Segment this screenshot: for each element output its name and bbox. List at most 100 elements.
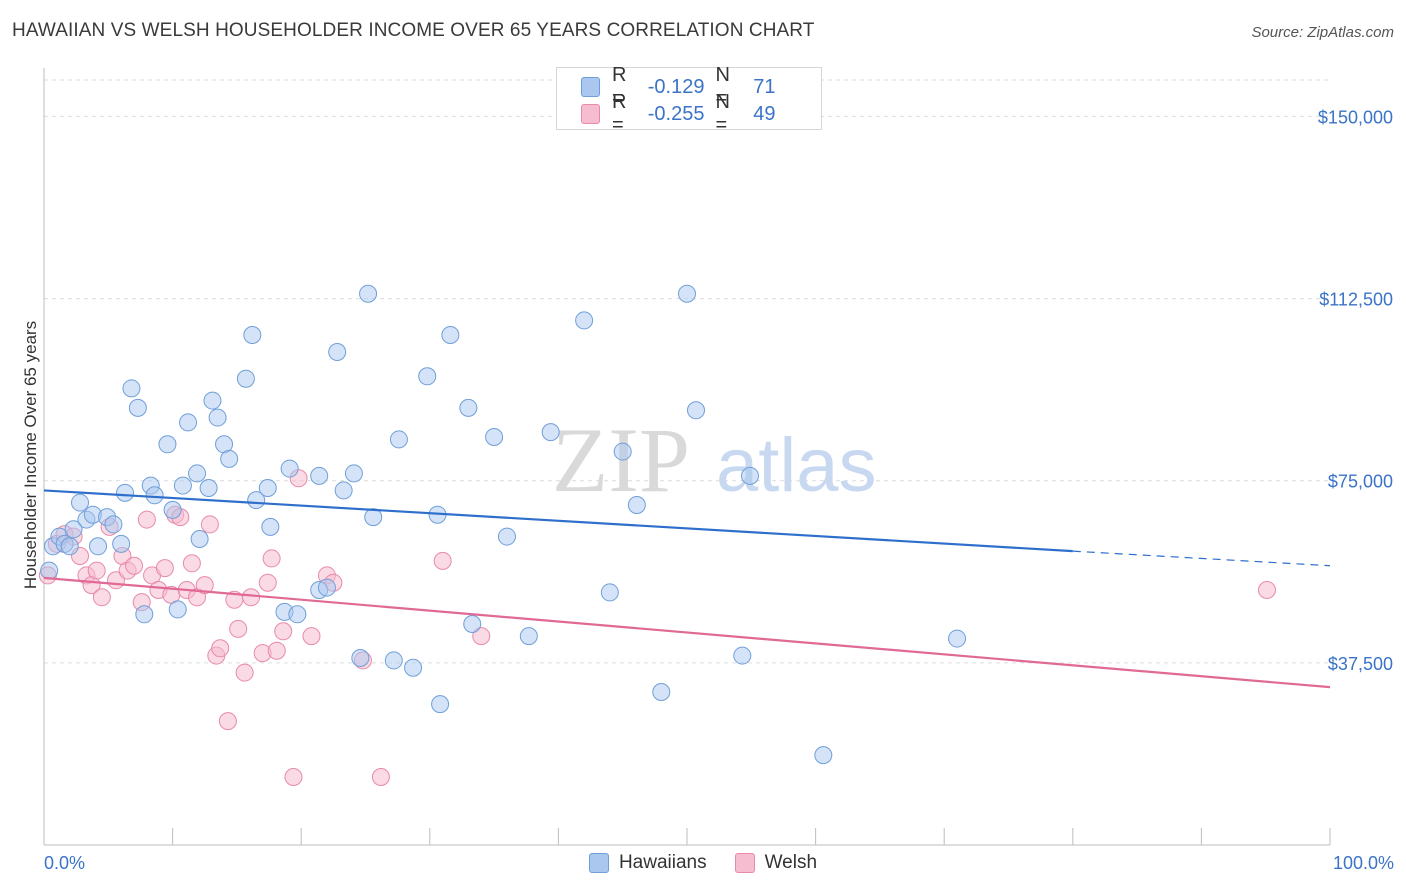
hawaiians-point [243, 326, 262, 344]
hawaiians-point [236, 369, 255, 388]
n-value: 49 [753, 102, 776, 125]
grid-lines [44, 79, 1330, 664]
hawaiians-point [814, 746, 833, 765]
hawaiians-point [89, 537, 108, 556]
welsh-point [200, 515, 219, 534]
hawaiians-point [247, 491, 266, 510]
y-tick-label: $75,000 [1328, 472, 1393, 492]
hawaiians-point [190, 530, 209, 548]
hawaiians-point [344, 464, 363, 483]
axes [43, 68, 1331, 846]
hawaiians-point [418, 367, 437, 386]
hawaiians-point [158, 435, 177, 454]
welsh-point [433, 551, 452, 570]
hawaiians-point [203, 391, 222, 410]
welsh-point [218, 712, 237, 731]
hawaiians-point [678, 284, 696, 303]
hawaiians-swatch [588, 853, 609, 873]
hawaiians-point [310, 466, 329, 485]
welsh-point [235, 663, 254, 682]
hawaiians-point [104, 515, 123, 534]
n-label: N = [715, 64, 730, 109]
hawaiians-points [40, 284, 967, 765]
welsh-point [274, 622, 293, 641]
hawaiians-point [112, 534, 131, 553]
r-label: R = [611, 91, 627, 136]
welsh-point [137, 510, 156, 529]
welsh-point [92, 588, 111, 607]
r-value: -0.129 [647, 75, 705, 98]
hawaiians-point [384, 651, 403, 670]
hawaiians-point [122, 379, 141, 398]
hawaiians-point [188, 464, 207, 483]
hawaiians-point [519, 627, 538, 646]
hawaiians-point [280, 459, 299, 478]
hawaiians-swatch [581, 77, 600, 97]
r-label: R = [611, 64, 627, 109]
welsh-point [242, 588, 261, 607]
hawaiians-point [135, 605, 154, 624]
y-tick-label: $150,000 [1318, 107, 1393, 127]
welsh-point [371, 768, 390, 786]
welsh-point [125, 556, 144, 575]
hawaiians-point [652, 683, 671, 701]
hawaiians-trend-line [43, 489, 1073, 553]
hawaiians-point [485, 428, 504, 446]
welsh-point [87, 561, 106, 580]
stats-row-welsh: R = -0.255 N = 49 [581, 91, 821, 136]
hawaiians-point [288, 605, 307, 624]
hawaiians-point [128, 398, 147, 417]
hawaiians-point [261, 517, 280, 536]
welsh-point [262, 549, 281, 568]
welsh-point [195, 576, 214, 595]
n-label: N = [715, 91, 730, 136]
n-value: 71 [753, 75, 776, 98]
hawaiians-point [404, 658, 423, 677]
hawaiians-point [364, 508, 383, 527]
welsh-point [182, 554, 201, 573]
hawaiians-point [220, 449, 239, 468]
welsh-point [229, 619, 248, 638]
hawaiians-point [40, 561, 59, 580]
welsh-point [155, 559, 174, 578]
stats-legend: R = -0.129 N = 71 R = -0.255 N = 49 [556, 64, 822, 136]
hawaiians-point [179, 413, 198, 432]
hawaiians-point [64, 520, 83, 539]
legend-item-welsh[interactable]: Welsh [734, 852, 817, 874]
welsh-trend-line [43, 576, 1331, 689]
welsh-point [302, 627, 321, 646]
hawaiians-point [463, 615, 482, 633]
hawaiians-point [168, 600, 187, 619]
hawaiians-point [145, 486, 164, 505]
hawaiians-point [575, 311, 594, 330]
hawaiians-point [163, 500, 182, 519]
series-legend: Hawaiians Welsh [0, 852, 1406, 874]
hawaiians-point [359, 284, 378, 303]
welsh-swatch [581, 104, 600, 124]
hawaiians-point [351, 649, 370, 667]
hawaiians-point [328, 343, 347, 361]
legend-item-hawaiians[interactable]: Hawaiians [588, 852, 707, 874]
hawaiians-point [173, 476, 192, 495]
watermark: ZIP atlas [552, 409, 877, 511]
welsh-swatch [734, 853, 755, 873]
welsh-point [258, 573, 277, 592]
x-tick-label-min: 0.0% [44, 853, 85, 873]
hawaiians-point [199, 479, 218, 497]
source-label: Source: ZipAtlas.com [1251, 24, 1394, 41]
chart-title: HAWAIIAN VS WELSH HOUSEHOLDER INCOME OVE… [12, 20, 815, 41]
watermark-atlas: atlas [716, 423, 877, 508]
hawaiians-point [208, 408, 227, 427]
hawaiians-point [71, 493, 90, 512]
legend-label-hawaiians: Hawaiians [618, 852, 707, 873]
welsh-points [38, 469, 1276, 786]
hawaiians-point [613, 442, 632, 461]
hawaiians-point [317, 578, 336, 597]
hawaiians-point [431, 695, 450, 714]
r-value: -0.255 [647, 102, 705, 125]
hawaiians-point [441, 326, 460, 344]
hawaiians-point [258, 479, 277, 497]
y-tick-labels: $37,500 $75,000 $112,500 $150,000 [1318, 107, 1393, 673]
hawaiians-point [116, 483, 135, 502]
